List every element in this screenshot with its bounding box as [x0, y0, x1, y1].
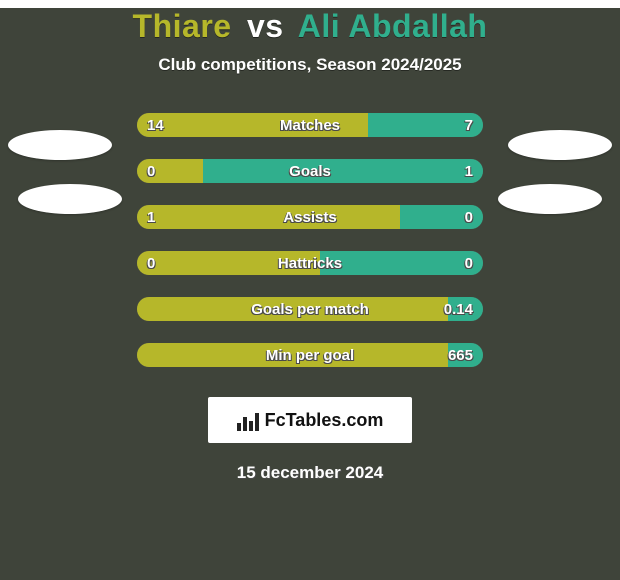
- bar-left: [137, 113, 368, 137]
- bar-right: [400, 205, 483, 229]
- bar-right: [368, 113, 483, 137]
- stat-row: 665Min per goal: [0, 343, 620, 367]
- bar-right: [448, 343, 483, 367]
- player2-name: Ali Abdallah: [298, 8, 488, 44]
- bar-right: [448, 297, 483, 321]
- stat-row: 01Goals: [0, 159, 620, 183]
- bar-left: [137, 205, 400, 229]
- stat-row: 0.14Goals per match: [0, 297, 620, 321]
- stat-bar: 0.14Goals per match: [137, 297, 483, 321]
- fctables-icon: [237, 409, 259, 431]
- stat-row: 10Assists: [0, 205, 620, 229]
- bar-left: [137, 297, 448, 321]
- stat-bar: 01Goals: [137, 159, 483, 183]
- logo-text: FcTables.com: [265, 410, 384, 431]
- stat-bar: 665Min per goal: [137, 343, 483, 367]
- bar-right: [203, 159, 483, 183]
- logo-bar: FcTables.com: [208, 397, 412, 443]
- page-title: Thiare vs Ali Abdallah: [0, 8, 620, 45]
- stat-row: 147Matches: [0, 113, 620, 137]
- stat-row: 00Hattricks: [0, 251, 620, 275]
- comparison-infographic: Thiare vs Ali Abdallah Club competitions…: [0, 8, 620, 580]
- bar-left: [137, 343, 448, 367]
- stat-bar: 10Assists: [137, 205, 483, 229]
- date-text: 15 december 2024: [0, 463, 620, 483]
- subtitle: Club competitions, Season 2024/2025: [0, 55, 620, 75]
- bar-left: [137, 251, 320, 275]
- stat-bar: 00Hattricks: [137, 251, 483, 275]
- vs-text: vs: [247, 8, 284, 44]
- player1-name: Thiare: [133, 8, 232, 44]
- bar-left: [137, 159, 203, 183]
- bar-right: [320, 251, 483, 275]
- stat-bar: 147Matches: [137, 113, 483, 137]
